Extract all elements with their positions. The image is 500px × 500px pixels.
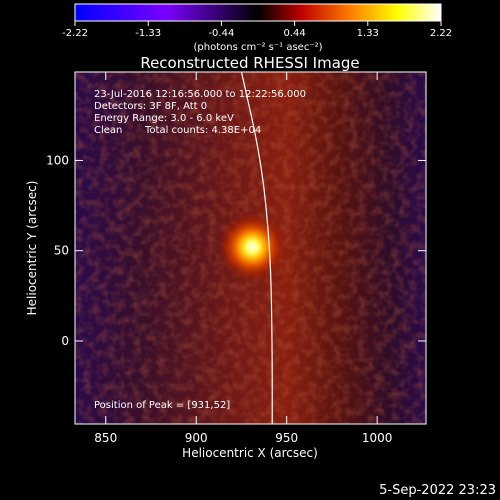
y-axis-ticks: 0 50 100 [46,153,426,348]
colorbar-ticks: -2.22 -1.33 -0.44 0.44 1.33 2.22 [62,21,452,39]
colorbar-tick-label: -0.44 [208,28,234,39]
y-tick-label: 50 [54,244,69,258]
solar-limb-curve [240,72,273,424]
x-axis-label: Heliocentric X (arcsec) [182,446,318,460]
y-tick-label: 0 [61,334,69,348]
x-tick-label: 850 [94,431,117,445]
y-axis-label: Heliocentric Y (arcsec) [25,181,39,316]
footer-date: 5-Sep-2022 23:23 [379,483,496,498]
colorbar: -2.22 -1.33 -0.44 0.44 1.33 2.22 (photons cm⁻… [62,3,452,53]
total-counts-text: Total counts: 4.38E+04 [144,125,261,136]
method-text: Clean [94,125,122,136]
plot-frame [74,71,427,425]
annotations: 23-Jul-2016 12:16:56.000 to 12:22:56.000… [94,89,306,411]
colorbar-tick-label: 2.22 [430,28,452,39]
chart-title: Reconstructed RHESSI Image [140,54,359,72]
colorbar-units-label: (photons cm⁻² s⁻¹ asec⁻²) [193,42,322,53]
x-tick-label: 900 [185,431,208,445]
peak-source [218,213,287,282]
time-range-text: 23-Jul-2016 12:16:56.000 to 12:22:56.000 [94,89,306,100]
detectors-text: Detectors: 3F 8F, Att 0 [94,101,207,112]
image-area [75,72,426,424]
x-tick-label: 1000 [362,431,393,445]
peak-position-text: Position of Peak = [931,52] [94,400,230,411]
energy-range-text: Energy Range: 3.0 - 6.0 keV [94,113,234,124]
x-axis-ticks: 850 900 950 1000 [94,72,392,445]
colorbar-tick-label: -1.33 [135,28,161,39]
colorbar-gradient [74,3,442,22]
colorbar-tick-label: 0.44 [283,28,305,39]
x-tick-label: 950 [275,431,298,445]
y-tick-label: 100 [46,153,69,167]
colorbar-tick-label: 1.33 [357,28,379,39]
colorbar-tick-label: -2.22 [62,28,88,39]
